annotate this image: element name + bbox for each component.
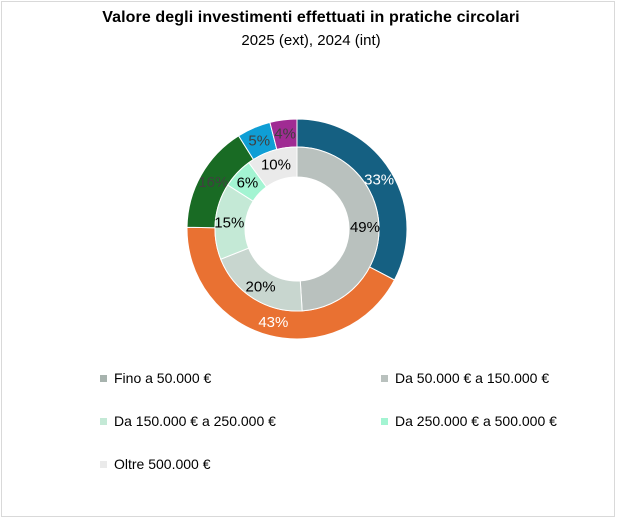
outer-ring-label-4: 4%: [274, 126, 296, 143]
legend-item-3: Da 250.000 € a 500.000 €: [381, 413, 557, 429]
outer-ring-label-1: 43%: [258, 314, 288, 331]
outer-ring-label-0: 33%: [364, 171, 394, 188]
outer-ring-label-2: 16%: [198, 174, 228, 191]
legend-swatch: [381, 374, 388, 382]
legend-swatch: [381, 417, 388, 425]
legend-item-4: Oltre 500.000 €: [100, 456, 211, 472]
legend-label: Fino a 50.000 €: [114, 370, 212, 386]
chart-subtitle: 2025 (ext), 2024 (int): [241, 32, 381, 49]
inner-ring-label-4: 10%: [261, 156, 291, 173]
legend-swatch: [100, 417, 107, 425]
legend-label: Da 150.000 € a 250.000 €: [114, 413, 276, 429]
legend-item-1: Da 50.000 € a 150.000 €: [381, 370, 549, 386]
inner-ring-label-0: 49%: [350, 219, 380, 236]
legend-swatch: [100, 460, 107, 468]
legend-item-2: Da 150.000 € a 250.000 €: [100, 413, 276, 429]
inner-ring-slice-4: [248, 146, 298, 188]
legend-label: Da 50.000 € a 150.000 €: [395, 370, 550, 386]
inner-ring-label-2: 15%: [214, 215, 244, 232]
legend-label: Oltre 500.000 €: [114, 456, 211, 472]
legend-item-0: Fino a 50.000 €: [100, 370, 211, 386]
legend-label: Da 250.000 € a 500.000 €: [395, 413, 557, 429]
chart-title: Valore degli investimenti effettuati in …: [102, 9, 520, 26]
inner-ring-label-3: 6%: [237, 174, 259, 191]
inner-ring-slice-0: [296, 146, 380, 312]
legend-swatch: [100, 374, 107, 382]
inner-ring-label-1: 20%: [246, 278, 276, 295]
outer-ring-label-3: 5%: [248, 133, 270, 150]
